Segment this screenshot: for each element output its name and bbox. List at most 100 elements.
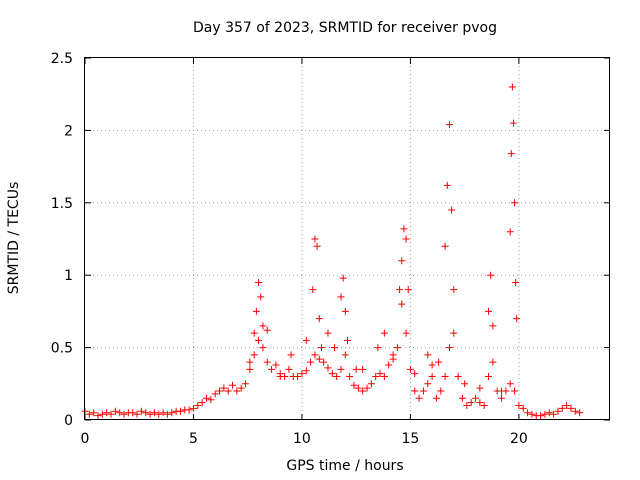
data-point [257, 293, 265, 301]
data-point [461, 380, 469, 388]
data-point [450, 286, 458, 294]
data-point [511, 199, 519, 207]
data-point [111, 407, 119, 415]
data-point [419, 387, 427, 395]
data-point [142, 409, 150, 417]
data-point [259, 322, 267, 330]
data-point [389, 355, 397, 363]
data-point [252, 307, 260, 315]
data-point [402, 329, 410, 337]
data-point [400, 225, 408, 233]
y-axis-label: SRMTID / TECUs [6, 182, 22, 295]
data-point [571, 407, 579, 415]
data-point [255, 336, 263, 344]
data-point [567, 404, 575, 412]
data-point [513, 315, 521, 323]
data-point [489, 358, 497, 366]
data-point [372, 373, 380, 381]
data-point [480, 402, 488, 410]
plot-frame [84, 57, 610, 420]
data-point [509, 119, 517, 127]
data-point [272, 361, 280, 369]
data-point [233, 387, 241, 395]
data-point [311, 235, 319, 243]
data-point [224, 387, 232, 395]
data-point [220, 384, 228, 392]
data-point [489, 322, 497, 330]
data-point [168, 409, 176, 417]
data-point [155, 410, 163, 418]
data-point [276, 373, 284, 381]
data-point [428, 373, 436, 381]
data-point [506, 380, 514, 388]
data-point [294, 373, 302, 381]
x-axis-label: GPS time / hours [286, 458, 403, 474]
data-point [246, 365, 254, 373]
data-point [189, 404, 197, 412]
data-point [402, 235, 410, 243]
data-point [411, 387, 419, 395]
data-point [216, 387, 224, 395]
data-point [242, 380, 250, 388]
data-point [328, 370, 336, 378]
data-point [341, 307, 349, 315]
y-tick-label: 1.5 [51, 196, 73, 212]
data-point [385, 361, 393, 369]
data-point [576, 409, 584, 417]
data-point [498, 394, 506, 402]
data-point [524, 409, 532, 417]
data-point [485, 307, 493, 315]
data-point [324, 364, 332, 372]
data-point [404, 286, 412, 294]
data-point [309, 286, 317, 294]
data-point [352, 365, 360, 373]
data-point [415, 394, 423, 402]
data-point [307, 358, 315, 366]
data-point [441, 373, 449, 381]
data-point [380, 373, 388, 381]
data-point [476, 384, 484, 392]
data-point [485, 373, 493, 381]
data-point [90, 409, 98, 417]
data-point [398, 300, 406, 308]
data-point [354, 384, 362, 392]
data-point [374, 344, 382, 352]
data-point [558, 404, 566, 412]
data-point [398, 257, 406, 265]
data-points [81, 83, 584, 420]
data-point [237, 384, 245, 392]
x-tick-label: 20 [510, 431, 528, 447]
data-point [298, 370, 306, 378]
data-point [268, 365, 276, 373]
chart-title: Day 357 of 2023, SRMTID for receiver pvo… [193, 20, 497, 36]
data-point [508, 83, 516, 91]
data-point [150, 409, 158, 417]
data-point [198, 399, 206, 407]
data-point [506, 228, 514, 236]
data-point [250, 329, 258, 337]
data-point [519, 404, 527, 412]
data-point [346, 373, 354, 381]
y-tick-label: 2.5 [51, 51, 73, 67]
y-tick-label: 0 [64, 413, 73, 429]
data-point [107, 410, 115, 418]
data-point [515, 402, 523, 410]
x-tick-label: 5 [189, 431, 198, 447]
data-point [424, 351, 432, 359]
data-point [428, 361, 436, 369]
data-point [359, 365, 367, 373]
x-tick-label: 10 [293, 431, 311, 447]
y-tick-label: 2 [64, 123, 73, 139]
data-point [445, 121, 453, 129]
data-point [285, 365, 293, 373]
data-point [159, 409, 167, 417]
data-point [359, 387, 367, 395]
data-point [302, 367, 310, 375]
data-point [313, 242, 321, 250]
data-point [85, 410, 93, 418]
data-point [120, 410, 128, 418]
data-point [315, 355, 323, 363]
data-point [255, 278, 263, 286]
data-point [432, 394, 440, 402]
